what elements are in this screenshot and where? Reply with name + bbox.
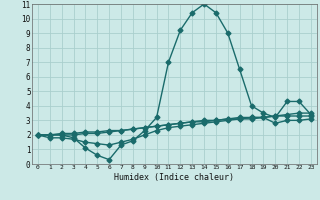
X-axis label: Humidex (Indice chaleur): Humidex (Indice chaleur) xyxy=(115,173,234,182)
